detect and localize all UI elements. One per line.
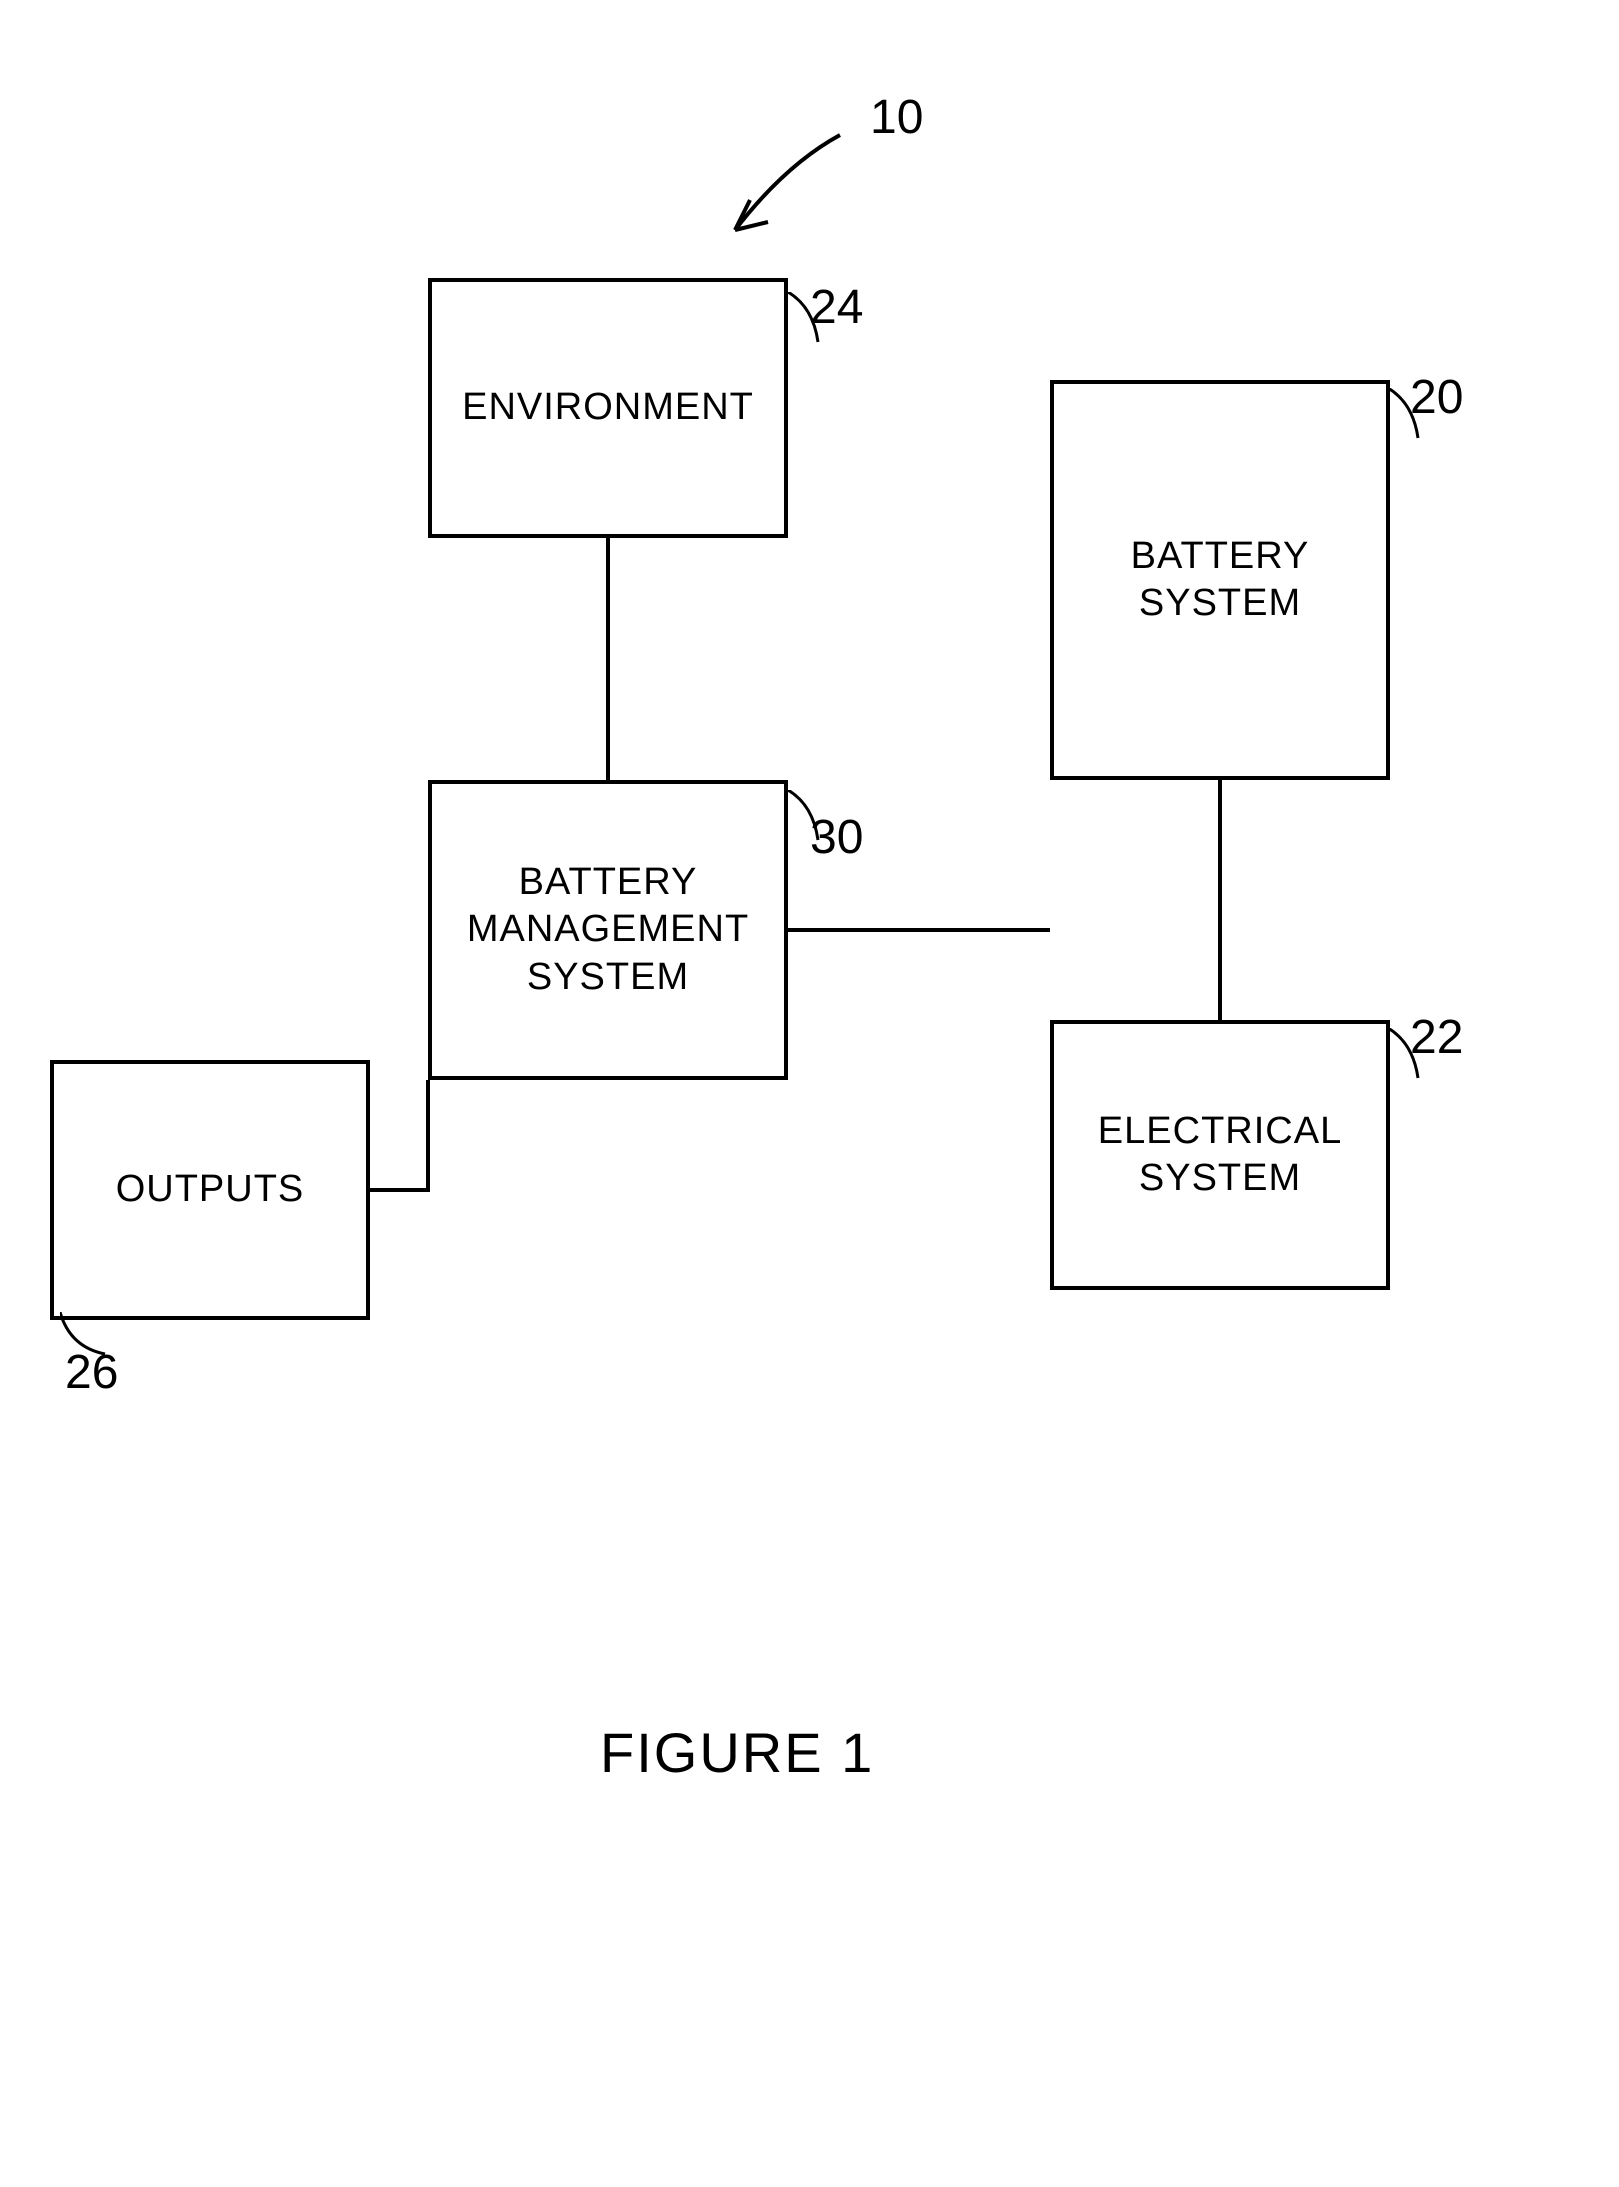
node-outputs-label: OUTPUTS [116, 1166, 305, 1214]
node-electrical: ELECTRICAL SYSTEM [1050, 1020, 1390, 1290]
leader-environment [778, 292, 828, 352]
leader-battery [1378, 388, 1428, 448]
edge-env-bms [606, 538, 610, 780]
figure-canvas: 10 ENVIRONMENT 24 BATTERY MANAGEMENT SYS… [0, 0, 1619, 2187]
node-electrical-label: ELECTRICAL SYSTEM [1098, 1108, 1342, 1203]
node-bms-label: BATTERY MANAGEMENT SYSTEM [467, 859, 749, 1002]
ref-main: 10 [870, 90, 923, 145]
node-bms: BATTERY MANAGEMENT SYSTEM [428, 780, 788, 1080]
node-environment-label: ENVIRONMENT [462, 384, 754, 432]
leader-electrical [1378, 1028, 1428, 1088]
edge-battery-electrical [1218, 780, 1222, 1020]
figure-caption: FIGURE 1 [600, 1720, 874, 1785]
leader-outputs [60, 1312, 120, 1362]
leader-bms [778, 790, 828, 850]
edge-bms-battery-h [788, 928, 1050, 932]
node-outputs: OUTPUTS [50, 1060, 370, 1320]
arrow-main-ref [690, 110, 850, 270]
node-battery-label: BATTERY SYSTEM [1131, 533, 1310, 628]
edge-bms-outputs-h [370, 1188, 430, 1192]
node-battery: BATTERY SYSTEM [1050, 380, 1390, 780]
edge-bms-outputs-v [426, 1080, 430, 1192]
node-environment: ENVIRONMENT [428, 278, 788, 538]
